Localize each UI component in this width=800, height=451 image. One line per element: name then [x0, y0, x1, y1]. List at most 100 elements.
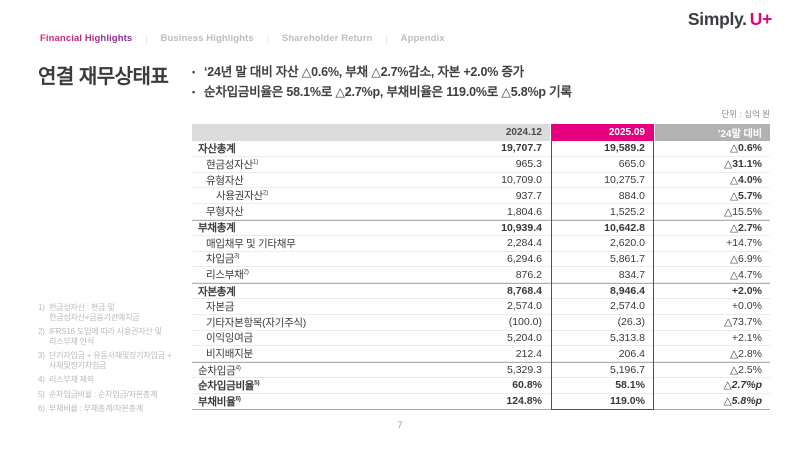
value-2024: 124.8% — [506, 395, 542, 408]
table-row: 매입채무 및 기타채무 2,284.4 2,620.0 +14.7% — [192, 236, 770, 252]
footnote-number: 1) — [38, 303, 45, 312]
row-label: 순차입금비율5) — [198, 379, 260, 392]
nav-shareholder-return[interactable]: Shareholder Return — [281, 33, 373, 44]
table-row: 자본금 2,574.0 2,574.0 +0.0% — [192, 299, 770, 315]
table-row: 순차입금비율5) 60.8% 58.1% △2.7%p — [192, 378, 770, 394]
value-2024: 965.3 — [515, 158, 542, 171]
value-2024: 60.8% — [512, 379, 542, 392]
table-header-delta: ’24말 대비 — [655, 124, 770, 141]
value-2025: 10,642.8 — [604, 221, 645, 234]
value-2024: 212.4 — [515, 347, 542, 360]
balance-sheet-table: 2024.12 2025.09 ’24말 대비 자산총계 19,707.7 19,5… — [192, 124, 770, 410]
table-body: 자산총계 19,707.7 19,589.2 △0.6% 현금성자산1) 965.3 665… — [192, 141, 770, 410]
value-delta: △31.1% — [724, 158, 762, 171]
nav-business-highlights[interactable]: Business Highlights — [160, 33, 254, 44]
bullet-text: 순차입금비율은 58.1%로 △2.7%p, 부채비율은 119.0%로 △5.… — [204, 85, 572, 99]
nav-appendix[interactable]: Appendix — [400, 33, 445, 44]
table-row: 기타자본항목(자기주식) (100.0) (26.3) △73.7% — [192, 315, 770, 331]
value-delta: △5.7% — [729, 189, 762, 202]
value-2025: 2,574.0 — [609, 300, 645, 313]
nav-separator: | — [266, 33, 269, 44]
value-2025: 665.0 — [618, 158, 645, 171]
row-label: 부채비율6) — [198, 395, 241, 408]
footnote-number: 6) — [38, 404, 45, 413]
value-2025: 119.0% — [609, 395, 645, 408]
value-delta: +0.0% — [731, 300, 762, 313]
table-header-2024: 2024.12 — [192, 124, 550, 141]
footnote-number: 4) — [38, 375, 45, 384]
value-2025: 834.7 — [618, 268, 645, 281]
row-label: 자산총계 — [198, 142, 236, 155]
table-row: 순차입금4) 5,329.3 5,196.7 △2.5% — [192, 362, 770, 378]
row-label: 자본금 — [206, 300, 235, 313]
table-header-row: 2024.12 2025.09 ’24말 대비 — [192, 124, 770, 141]
footnote-number: 5) — [38, 389, 45, 399]
footnote-text: 현금성자산 : 현금 및 현금성자산+금융기관예치금 — [49, 303, 140, 322]
footnotes: 1) 현금성자산 : 현금 및 현금성자산+금융기관예치금 2) IFRS16 도입에… — [38, 303, 196, 419]
bullet-dot-icon: • — [192, 67, 195, 77]
footnote-number: 2) — [38, 327, 45, 336]
bullet-text: ‘24년 말 대비 자산 △0.6%, 부채 △2.7%감소, 자본 +2.0%… — [204, 65, 524, 79]
table-row: 이익잉여금 5,204.0 5,313.8 +2.1% — [192, 331, 770, 347]
value-delta: △2.7%p — [723, 379, 762, 392]
footnote-ref: 5) — [254, 379, 260, 387]
value-delta: △4.7% — [729, 268, 762, 281]
value-2024: 6,294.6 — [506, 252, 542, 265]
footnote-ref: 4) — [235, 364, 241, 372]
bullet-line: • ‘24년 말 대비 자산 △0.6%, 부채 △2.7%감소, 자본 +2.… — [192, 62, 752, 82]
nav-financial-highlights[interactable]: Financial Highlights — [40, 33, 133, 44]
row-label: 기타자본항목(자기주식) — [206, 316, 306, 329]
column-gap — [653, 124, 655, 141]
row-label: 매입채무 및 기타채무 — [206, 237, 296, 250]
table-row: 부채총계 10,939.4 10,642.8 △2.7% — [192, 219, 770, 236]
value-delta: △2.7% — [729, 221, 762, 234]
row-label: 유형자산 — [206, 174, 244, 187]
value-delta: △2.8% — [729, 347, 762, 360]
footnote-text: IFRS16 도입에 따라 사용권자산 및 리스부채 인식 — [49, 327, 162, 346]
row-label: 부채총계 — [198, 222, 236, 235]
value-2024: 10,709.0 — [501, 173, 542, 186]
footnote: 5) 순차입금비율 : 순차입금/자본총계 — [38, 390, 196, 400]
row-label: 현금성자산1) — [206, 158, 258, 171]
footnote: 6) 부채비율 : 부채총계/자본총계 — [38, 404, 196, 414]
value-2025: 10,275.7 — [604, 173, 645, 186]
footnote-ref: 2) — [262, 189, 268, 197]
value-2025: 5,861.7 — [609, 252, 645, 265]
footnote-text: 리스부채 제외 — [49, 375, 94, 384]
value-2024: 19,707.7 — [501, 142, 542, 155]
table-row: 리스부채2) 876.2 834.7 △4.7% — [192, 267, 770, 284]
table-header-2025: 2025.09 — [552, 124, 653, 141]
table-row: 유형자산 10,709.0 10,275.7 △4.0% — [192, 173, 770, 189]
table-row: 사용권자산2) 937.7 884.0 △5.7% — [192, 188, 770, 205]
row-label: 사용권자산2) — [216, 189, 268, 203]
table-row: 자본총계 8,768.4 8,946.4 +2.0% — [192, 283, 770, 299]
footnote-number: 3) — [38, 351, 45, 360]
row-label: 차입금3) — [206, 252, 240, 266]
table-row: 차입금3) 6,294.6 5,861.7 △6.9% — [192, 252, 770, 268]
page-number: 7 — [397, 420, 403, 431]
row-label: 리스부채2) — [206, 268, 249, 282]
footnote-ref: 6) — [235, 395, 241, 403]
row-label: 이익잉여금 — [206, 332, 253, 345]
value-2024: 2,284.4 — [506, 237, 542, 250]
key-message-bullets: • ‘24년 말 대비 자산 △0.6%, 부채 △2.7%감소, 자본 +2.… — [192, 62, 752, 102]
row-label: 비지배지분 — [206, 348, 253, 361]
value-2025: 19,589.2 — [604, 142, 645, 155]
table-row: 무형자산 1,804.6 1,525.2 △15.5% — [192, 204, 770, 220]
footnote-text: 단기차입금 + 유동사채및장기차입금 + 사채및장기차입금 — [49, 351, 172, 370]
value-2025: 58.1% — [615, 379, 645, 392]
value-delta: △4.0% — [729, 173, 762, 186]
footnote: 3) 단기차입금 + 유동사채및장기차입금 + 사채및장기차입금 — [38, 351, 196, 370]
page-title: 연결 재무상태표 — [38, 66, 169, 88]
table-row: 자산총계 19,707.7 19,589.2 △0.6% — [192, 141, 770, 157]
value-2024: 8,768.4 — [506, 285, 542, 298]
value-2024: 937.7 — [515, 189, 542, 202]
footnote-ref: 1) — [252, 158, 258, 166]
brand-logo-simply: Simply. — [687, 9, 747, 29]
footnote: 4) 리스부채 제외 — [38, 375, 196, 385]
nav-separator: | — [145, 33, 148, 44]
value-delta: △6.9% — [729, 252, 762, 265]
footnote-text: 순차입금비율 : 순차입금/자본총계 — [49, 389, 158, 399]
value-2025: 8,946.4 — [609, 285, 645, 298]
